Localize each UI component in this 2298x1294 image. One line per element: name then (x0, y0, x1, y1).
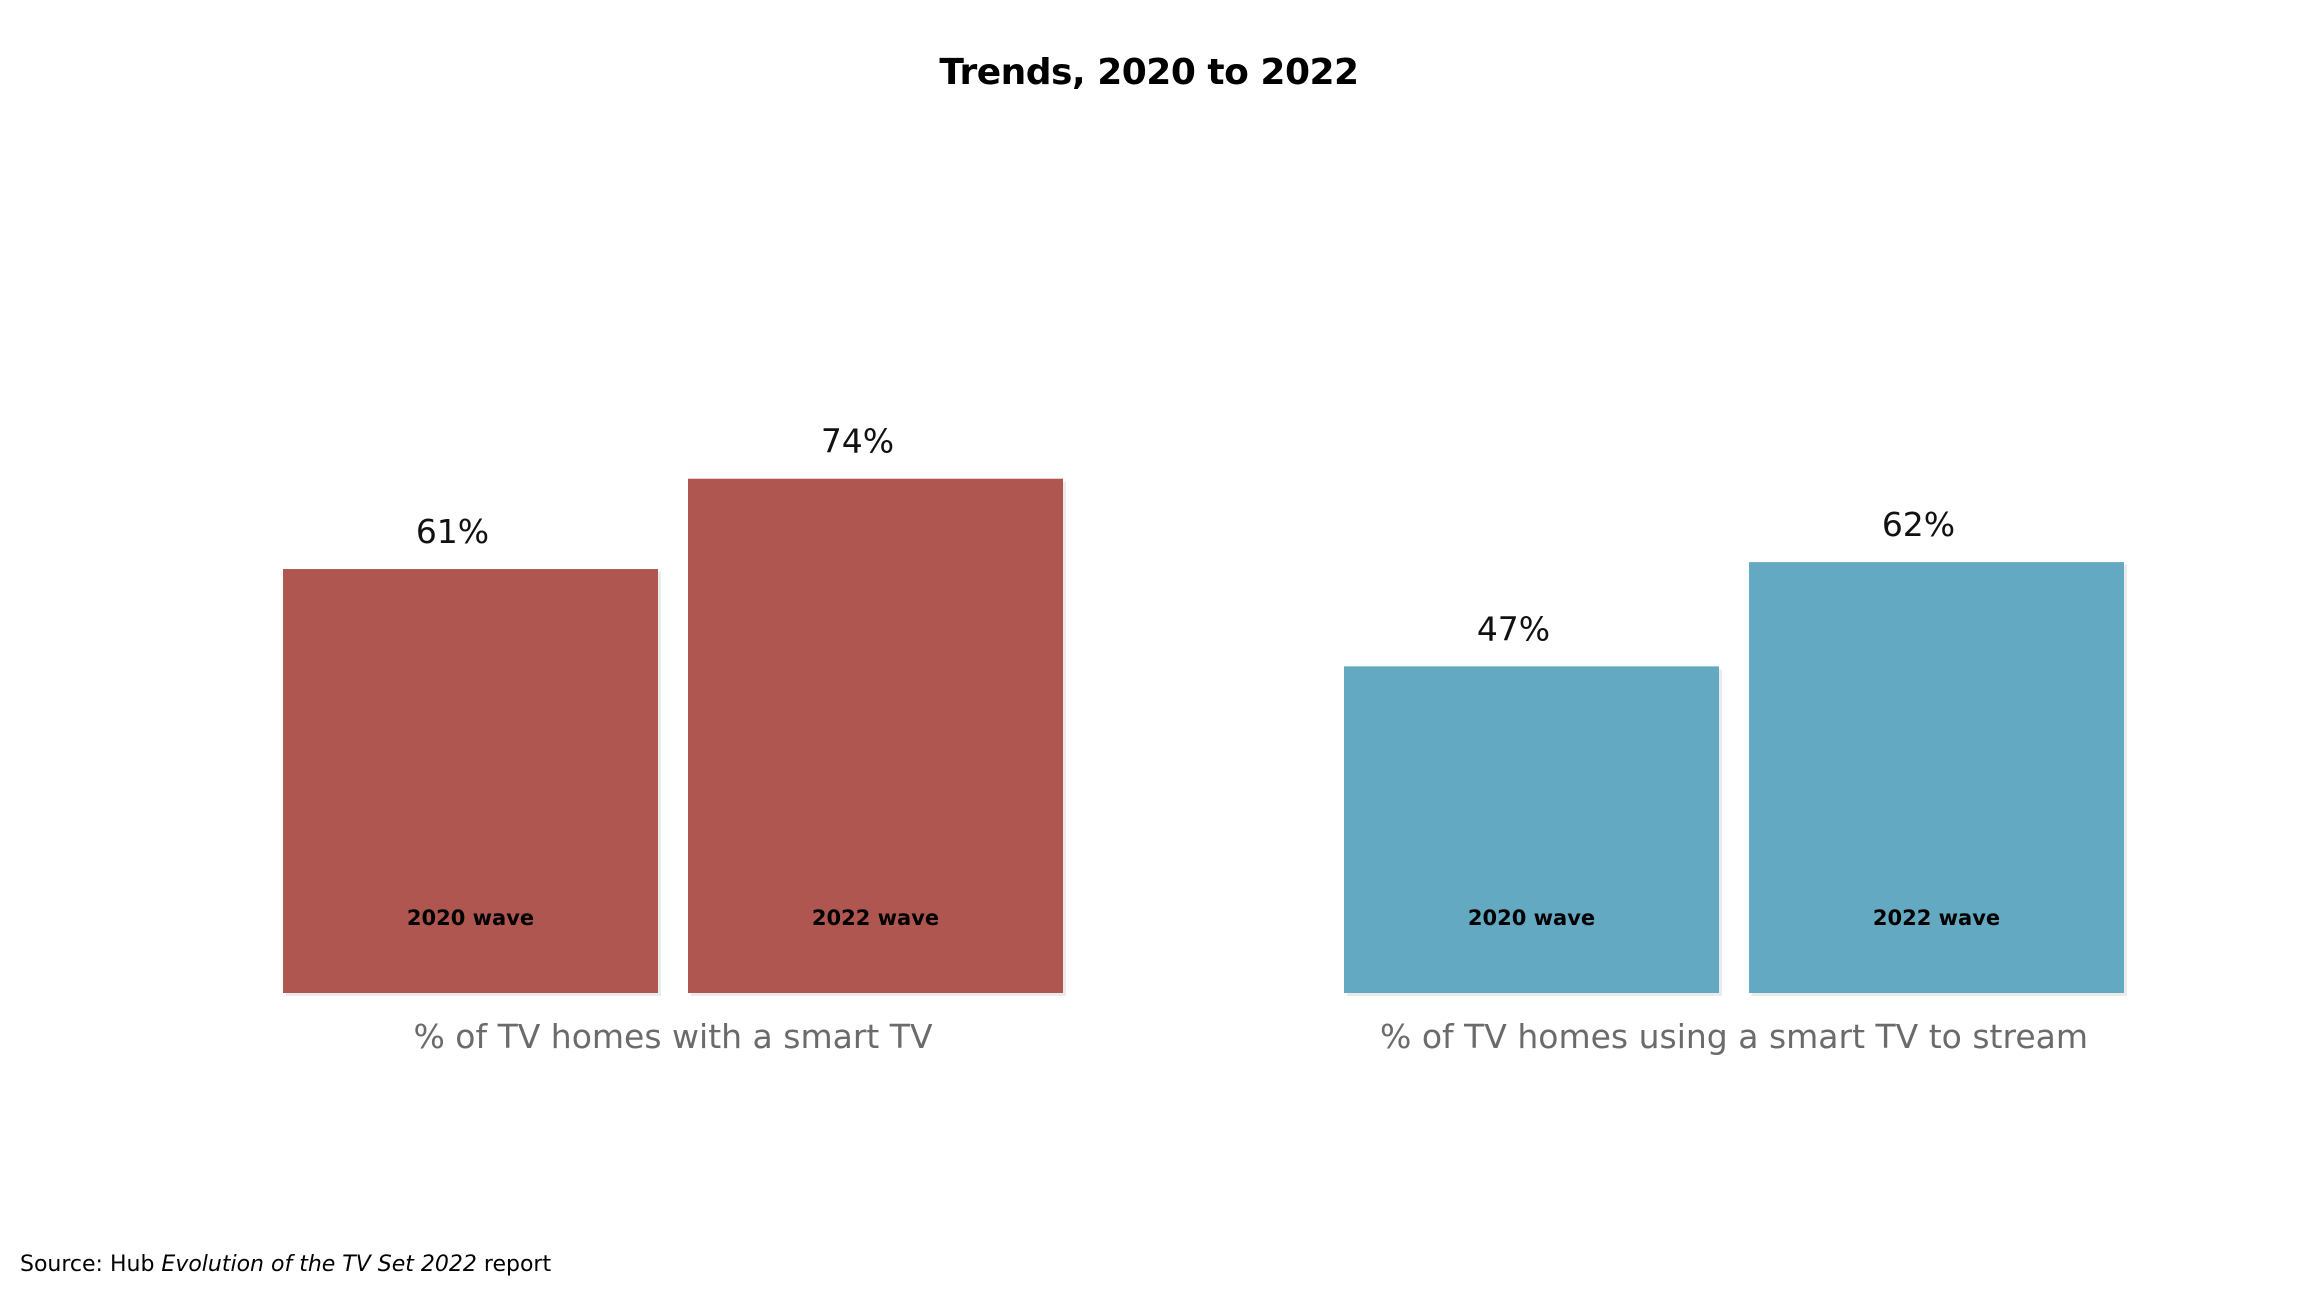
bar-1-2 (688, 478, 1063, 993)
source-prefix: Source: Hub (20, 1252, 162, 1277)
bar-category-label: 2020 wave (407, 906, 534, 930)
bar-category-label: 2022 wave (812, 906, 939, 930)
bar-category-label: 2022 wave (1873, 906, 2000, 930)
data-label: 61% (416, 512, 489, 551)
source-report-title: Evolution of the TV Set 2022 (161, 1252, 477, 1277)
group-axis-label: % of TV homes using a smart TV to stream (1380, 1017, 2088, 1056)
data-label: 62% (1882, 505, 1955, 544)
chart-title: Trends, 2020 to 2022 (939, 52, 1359, 93)
data-label: 74% (821, 422, 894, 461)
bar-1-1 (283, 569, 658, 993)
bar-2-2 (1749, 562, 2124, 993)
data-label: 47% (1477, 609, 1550, 648)
source-suffix: report (476, 1252, 552, 1277)
source-note: Source: Hub Evolution of the TV Set 2022… (20, 1252, 551, 1277)
bar-category-label: 2020 wave (1468, 906, 1595, 930)
bar-2-1 (1344, 666, 1719, 993)
group-axis-label: % of TV homes with a smart TV (413, 1017, 933, 1056)
